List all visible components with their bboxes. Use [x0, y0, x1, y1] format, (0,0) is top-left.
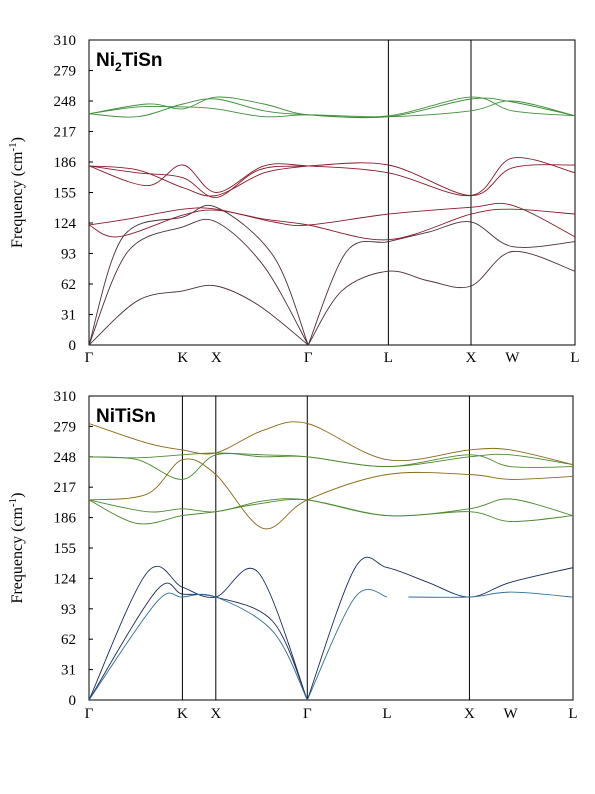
phonon-branch-6: [89, 208, 575, 241]
y-tick-label: 279: [54, 419, 77, 435]
x-tick-label: L: [383, 706, 392, 722]
y-axis-label-text: Frequency (cm: [9, 151, 26, 248]
y-tick-label: 124: [54, 216, 77, 232]
plot-frame: [88, 39, 576, 346]
x-tick-label: L: [568, 706, 577, 722]
y-axis-label-close: ): [9, 493, 26, 498]
phonon-branch-5: [306, 589, 388, 700]
phonon-branch-9: [89, 157, 575, 197]
x-tick-label: X: [211, 350, 222, 366]
panel-title-subscript: 2: [115, 60, 122, 74]
branch-group: [89, 96, 575, 345]
y-tick-label: 31: [61, 663, 76, 679]
panel-title-part: Ni: [96, 50, 115, 71]
y-axis-label-unit-exponent: -1: [7, 498, 19, 507]
chart-panel-2: 0 31 62 93 124 155 186 217 248 279 310 Γ K X Γ L X W L Freq…: [7, 389, 578, 722]
phonon-branch-6: [408, 591, 573, 598]
chart-panel-1: 0 31 62 93 124 155 186 217 248 279 310 Γ K X Γ L X W L Freq…: [7, 33, 580, 366]
phonon-branch-7: [89, 202, 575, 238]
x-tick-label: K: [177, 706, 188, 722]
phonon-branch-10: [89, 165, 309, 197]
y-tick-label: 310: [54, 389, 77, 405]
x-tick-label: K: [177, 350, 188, 366]
y-axis-label-close: ): [9, 137, 26, 142]
y-tick-label: 93: [61, 602, 76, 618]
phonon-branch-1: [89, 284, 309, 345]
phonon-branch-12: [89, 421, 573, 466]
phonon-branch-8: [89, 498, 573, 517]
x-tick-label: X: [464, 706, 475, 722]
phonon-branch-10: [89, 453, 573, 480]
x-tick-label: Γ: [303, 706, 312, 722]
y-tick-label: 217: [54, 480, 77, 496]
y-tick-label: 93: [61, 247, 76, 263]
y-tick-label: 31: [61, 308, 76, 324]
y-tick-label: 0: [69, 693, 77, 709]
panel-title: NiTiSn: [96, 406, 156, 427]
x-tick-label: Γ: [85, 706, 94, 722]
phonon-branch-3: [89, 592, 308, 700]
phonon-branch-5: [307, 221, 575, 345]
y-tick-label: 248: [54, 94, 77, 110]
x-tick-label: L: [570, 350, 579, 366]
y-tick-label: 155: [54, 541, 77, 557]
phonon-branch-4: [306, 556, 573, 700]
phonon-branch-3: [89, 204, 309, 345]
panel-title: Ni2TiSn: [96, 50, 163, 74]
x-tick-label: Γ: [304, 350, 313, 366]
y-tick-label: 186: [54, 155, 77, 171]
phonon-branch-13: [89, 96, 575, 118]
x-tick-label: X: [210, 706, 221, 722]
y-axis-label-text: Frequency (cm: [9, 506, 26, 603]
y-tick-label: 62: [61, 277, 76, 293]
x-tick-label: Γ: [85, 350, 94, 366]
y-tick-label: 248: [54, 450, 77, 466]
y-tick-label: 62: [61, 632, 76, 648]
phonon-branch-9: [89, 458, 573, 530]
x-tick-label: W: [503, 706, 518, 722]
y-axis-label: Frequency (cm-1): [7, 137, 26, 248]
phonon-branch-11: [89, 97, 575, 119]
phonon-branch-7: [89, 498, 573, 525]
y-axis-label-unit-exponent: -1: [7, 142, 19, 151]
y-tick-label: 0: [69, 338, 77, 354]
y-tick-label: 310: [54, 33, 77, 49]
phonon-branch-4: [307, 250, 575, 345]
y-tick-label: 217: [54, 125, 77, 141]
x-tick-label: X: [466, 350, 477, 366]
y-axis-label: Frequency (cm-1): [7, 493, 26, 604]
y-tick-label: 186: [54, 511, 77, 527]
branch-group: [89, 421, 573, 700]
x-tick-label: W: [505, 350, 520, 366]
phonon-branch-11: [89, 452, 573, 468]
x-tick-label: L: [384, 350, 393, 366]
y-tick-label: 155: [54, 186, 77, 202]
y-tick-label: 124: [54, 571, 77, 587]
y-tick-label: 279: [54, 64, 77, 80]
phonon-branch-2: [89, 218, 309, 345]
phonon-branch-2: [89, 582, 308, 700]
plot-frame: [88, 395, 574, 701]
phonon-branch-8: [89, 162, 575, 198]
panel-title-part: TiSn: [122, 50, 163, 71]
phonon-branch-12: [89, 100, 575, 118]
